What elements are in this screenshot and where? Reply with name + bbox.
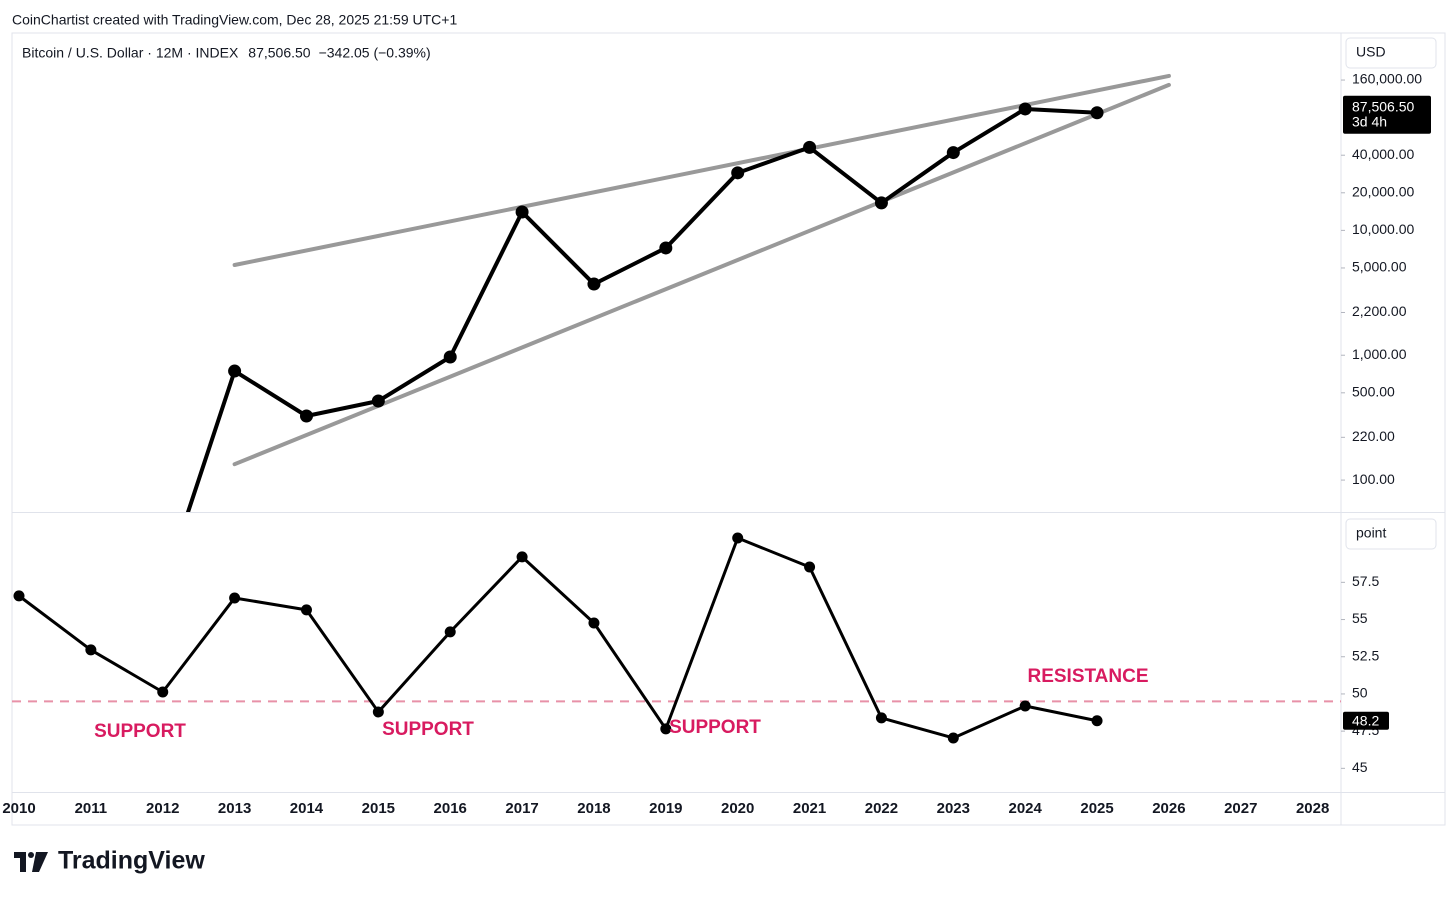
annotation: RESISTANCE (1027, 666, 1148, 687)
data-point (371, 394, 385, 408)
unit[interactable]: point (1356, 525, 1386, 541)
data-point (1018, 102, 1032, 116)
plot-area (12, 532, 1341, 744)
x-tick-label: 2021 (793, 800, 826, 817)
data-point (804, 561, 816, 573)
data-point (588, 617, 600, 629)
data-point (731, 166, 745, 180)
price-label-box (1343, 95, 1431, 134)
data-point (229, 592, 241, 604)
symbol: Bitcoin / U.S. Dollar · 12M · INDEX (22, 45, 239, 61)
x-tick-label: 2012 (146, 800, 179, 817)
data-point (947, 732, 959, 744)
data-point (1091, 715, 1103, 727)
data-point (299, 409, 313, 423)
value-label: 48.2 (1352, 712, 1379, 728)
x-tick-label: 2020 (721, 800, 754, 817)
y-tick-label: 100.00 (1352, 471, 1395, 487)
data-point (874, 196, 888, 210)
data-point (1019, 700, 1031, 712)
data-point (659, 241, 673, 255)
data-point (157, 686, 169, 698)
y-tick-label: 57.5 (1352, 573, 1379, 589)
data-point (515, 205, 529, 219)
x-tick-label: 2028 (1296, 800, 1329, 817)
annotation: SUPPORT (94, 721, 186, 742)
logo-icon (14, 852, 26, 872)
data-point (156, 582, 169, 595)
data-point (587, 277, 601, 291)
data-point (444, 626, 456, 638)
countdown: 3d 4h (1352, 113, 1387, 129)
currency[interactable]: USD (1356, 44, 1386, 60)
y-tick-label: 55 (1352, 610, 1368, 626)
data-point (875, 712, 887, 724)
currency-button[interactable] (1345, 37, 1437, 69)
data-point (228, 364, 242, 378)
trendline (232, 73, 1171, 268)
data-point (85, 644, 97, 656)
chart-header: Bitcoin / U.S. Dollar · 12M · INDEX 87,5… (22, 45, 431, 61)
data-point (1090, 106, 1104, 120)
data-point (803, 140, 817, 154)
y-tick-label: 1,000.00 (1352, 346, 1407, 362)
y-tick-label: 20,000.00 (1352, 183, 1414, 199)
data-point (516, 551, 528, 563)
series-line (18, 536, 1098, 740)
y-tick-label: 45 (1352, 759, 1368, 775)
plot-area (156, 73, 1171, 595)
price-change: −342.05 (−0.39%) (319, 45, 431, 61)
data-point (660, 723, 672, 735)
x-tick-label: 2022 (865, 800, 898, 817)
y-tick-label: 40,000.00 (1352, 146, 1414, 162)
data-point (946, 146, 960, 160)
chart-frame (11, 32, 1446, 826)
y-tick-label: 160,000.00 (1352, 71, 1422, 87)
x-tick-label: 2019 (649, 800, 682, 817)
y-tick-label: 52.5 (1352, 647, 1379, 663)
x-tick-label: 2015 (362, 800, 395, 817)
logo-icon (28, 852, 34, 858)
logo-icon (32, 852, 48, 872)
y-tick-label: 5,000.00 (1352, 259, 1407, 275)
x-tick-label: 2013 (218, 800, 251, 817)
logo-text: TradingView (58, 847, 205, 875)
x-tick-label: 2026 (1152, 800, 1185, 817)
price-label: 87,506.50 (1352, 98, 1414, 114)
x-tick-label: 2018 (577, 800, 610, 817)
x-tick-label: 2011 (75, 800, 108, 817)
unit-button[interactable] (1345, 518, 1437, 550)
x-tick-label: 2016 (434, 800, 467, 817)
footer-logo: TradingView (14, 847, 205, 875)
data-point (372, 706, 384, 718)
x-tick-label: 2027 (1224, 800, 1257, 817)
data-point (732, 532, 744, 544)
data-point (13, 590, 25, 602)
value-label-box (1343, 711, 1389, 730)
x-tick-label: 2014 (290, 800, 324, 817)
y-tick-label: 2,200.00 (1352, 303, 1407, 319)
y-tick-label: 500.00 (1352, 384, 1395, 400)
x-tick-label: 2025 (1080, 800, 1113, 817)
annotation: SUPPORT (669, 717, 761, 738)
last-price: 87,506.50 (248, 45, 310, 61)
annotation: SUPPORT (382, 719, 474, 740)
y-tick-label: 10,000.00 (1352, 221, 1414, 237)
y-tick-label: 50 (1352, 685, 1368, 701)
x-tick-label: 2024 (1008, 800, 1042, 817)
series-line (185, 106, 1098, 512)
data-point (443, 350, 457, 364)
credit: CoinChartist created with TradingView.co… (12, 12, 457, 28)
trendline (232, 82, 1171, 467)
x-tick-label: 2023 (937, 800, 970, 817)
data-point (300, 604, 312, 616)
x-tick-label: 2017 (505, 800, 538, 817)
y-tick-label: 220.00 (1352, 428, 1395, 444)
x-tick-label: 2010 (2, 800, 35, 817)
